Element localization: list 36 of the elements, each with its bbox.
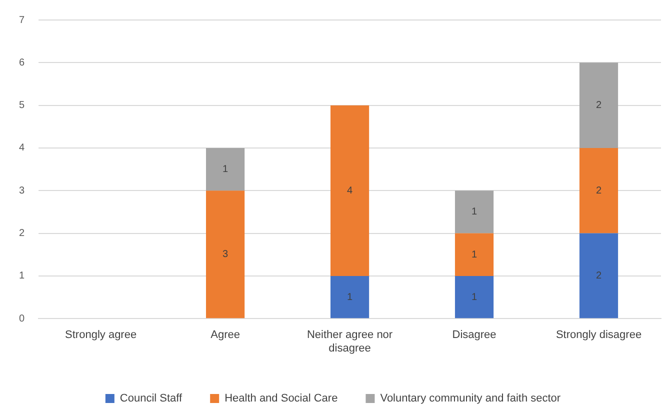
data-label: 1: [347, 292, 353, 303]
bar: [206, 190, 245, 318]
data-label: 1: [471, 206, 478, 218]
data-label: 2: [596, 100, 602, 112]
y-tick-label: 2: [19, 228, 25, 240]
bar: [454, 190, 494, 234]
data-label: 1: [471, 292, 478, 303]
legend-label: Health and Social Care: [224, 392, 338, 405]
y-tick-label: 5: [19, 100, 25, 112]
bar: [579, 62, 618, 148]
y-tick-label: 0: [19, 313, 25, 324]
x-tick-label: Neither agree nor disagree: [306, 329, 393, 354]
bar: [454, 276, 494, 318]
x-tick-label: Agree: [210, 329, 240, 342]
bar: [454, 233, 494, 276]
x-tick-label: Disagree: [452, 329, 496, 342]
bar: [330, 276, 370, 318]
data-label: 1: [471, 249, 478, 260]
data-label: 2: [596, 185, 602, 196]
data-label: 1: [222, 164, 229, 176]
y-tick-label: 6: [19, 57, 25, 68]
x-tick-label: Strongly disagree: [556, 329, 642, 342]
y-tick-label: 7: [19, 14, 25, 26]
x-tick-label: Strongly agree: [65, 329, 137, 342]
bar: [579, 233, 618, 318]
data-label: 2: [596, 270, 602, 282]
bar: [579, 148, 618, 234]
legend-label: Council Staff: [120, 392, 184, 405]
y-tick-label: 4: [19, 142, 25, 154]
legend-label: Voluntary community and faith sector: [380, 392, 561, 405]
data-label: 3: [222, 249, 229, 260]
data-label: 4: [347, 185, 353, 196]
y-tick-label: 1: [19, 270, 25, 282]
bar: [206, 148, 245, 191]
y-tick-label: 3: [19, 185, 25, 196]
bar: [330, 105, 370, 276]
